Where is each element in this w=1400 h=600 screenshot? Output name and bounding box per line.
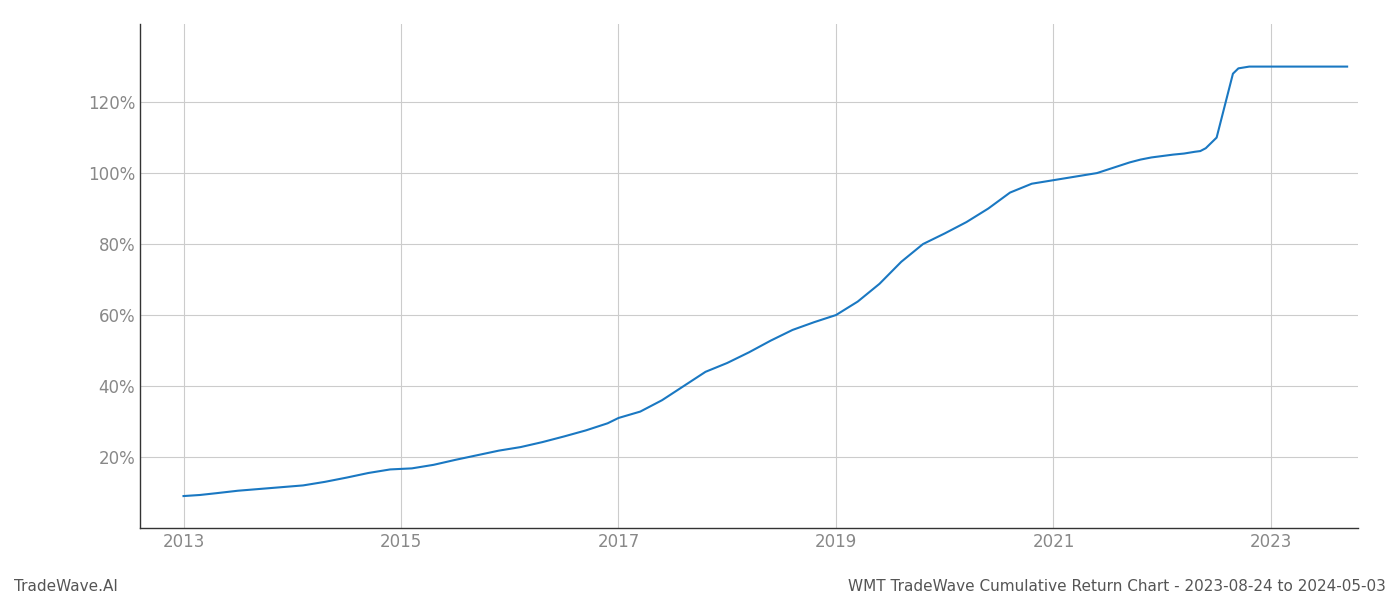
Text: WMT TradeWave Cumulative Return Chart - 2023-08-24 to 2024-05-03: WMT TradeWave Cumulative Return Chart - … xyxy=(848,579,1386,594)
Text: TradeWave.AI: TradeWave.AI xyxy=(14,579,118,594)
